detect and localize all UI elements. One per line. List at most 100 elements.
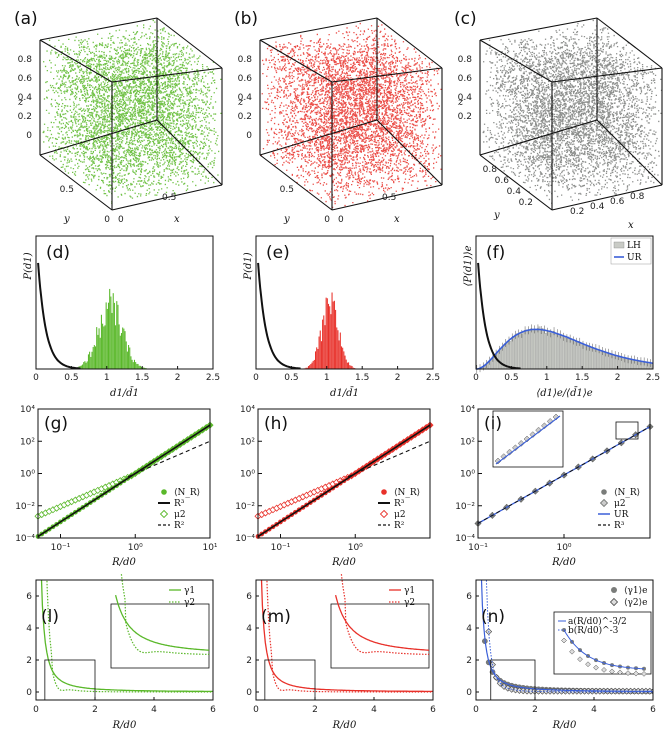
hist-bar-d	[95, 346, 97, 369]
y-tick-g: 10⁻²	[15, 502, 35, 512]
hist-bar-d	[132, 362, 134, 369]
hist-bar-e	[319, 330, 321, 369]
hist-bar-d	[106, 308, 108, 369]
hist-bar-f	[578, 341, 581, 370]
x-tick-h: 10⁻¹	[271, 543, 291, 553]
legend-n: ⟨γ1⟩e ⟨γ2⟩e	[609, 586, 647, 608]
x-axis-label-c: x	[628, 220, 634, 231]
hist-bar-f	[622, 357, 624, 370]
hist-bar-f	[508, 340, 510, 370]
panel-g: 10⁻¹ 10⁰ 10¹10⁴10²10⁰10⁻²10⁻⁴(g)R/d0⟨N_R⟩R…	[15, 405, 218, 568]
hist-bar-f	[557, 333, 560, 370]
hist-bar-f	[543, 329, 546, 370]
decay-curve-f	[477, 262, 521, 370]
y-tick-m: 6	[246, 592, 252, 602]
hist-bar-e	[352, 367, 354, 369]
hist-bar-d	[120, 333, 123, 369]
z-tick-a: 0.6	[18, 74, 33, 84]
cube-edge-b	[259, 119, 378, 156]
y-tick-n: 0	[466, 688, 472, 698]
hist-bar-d	[80, 365, 82, 369]
hist-bar-d	[90, 356, 92, 369]
hist-bar-d	[141, 366, 143, 369]
panel-f: 0 0.5 1 1.5 2 2.5 (f) ⟨d1⟩e/⟨d̄1⟩e ⟨P(d1)⟩e LH UR	[463, 235, 660, 399]
cube-edge-c	[479, 39, 553, 83]
hist-bar-e	[324, 325, 326, 369]
y-tick-n: 2	[466, 656, 472, 666]
hist-bar-f	[532, 329, 534, 370]
hist-bar-e	[307, 366, 309, 369]
x-axis-label-d: d1/d̄1	[110, 387, 139, 399]
hist-bar-d	[85, 362, 87, 369]
hist-bar-e	[335, 309, 337, 369]
hist-bar-f	[553, 330, 555, 370]
legend-f: LH UR	[610, 237, 652, 265]
hist-bar-d	[103, 326, 105, 369]
hist-bar-e	[333, 300, 335, 369]
legend-label-n: ⟨γ2⟩e	[624, 598, 647, 608]
x-axis-label-b: x	[394, 214, 400, 225]
inset-diamonds-i	[494, 413, 560, 465]
legend-label-g: ⟨N_R⟩	[174, 488, 200, 498]
x-tick-l: 4	[151, 705, 157, 715]
cube-edge-c	[551, 67, 663, 83]
curves-m	[260, 580, 433, 693]
y-tick-m: 4	[246, 624, 252, 634]
cube-edge-b	[259, 39, 333, 83]
y-tick-h: 10⁻²	[235, 502, 255, 512]
hist-bar-d	[102, 323, 104, 369]
hist-bar-f	[609, 353, 611, 370]
hist-bar-f	[546, 331, 549, 370]
hist-bar-d	[84, 361, 86, 369]
cube-edge-a	[156, 119, 223, 186]
hist-bar-d	[105, 302, 107, 369]
y-tick-m: 2	[246, 656, 252, 666]
line-r3-h	[257, 424, 431, 538]
legend-label-h: R²	[394, 521, 405, 531]
panel-label-m: (m)	[261, 607, 291, 627]
hist-bar-f	[541, 328, 544, 370]
y-tick-n: 6	[466, 592, 472, 602]
hist-bar-d	[144, 367, 146, 369]
hist-bar-f	[644, 361, 647, 370]
z-tick-a: 0.2	[18, 112, 32, 122]
hist-bar-f	[615, 355, 618, 370]
x-tick-e: 2	[395, 373, 401, 383]
hist-bar-d	[99, 337, 101, 369]
hist-bar-f	[569, 338, 571, 370]
z-axis-label-b: z	[237, 97, 244, 108]
line-r2-g	[127, 440, 211, 478]
hist-bar-e	[323, 315, 325, 369]
markers-n	[482, 628, 653, 695]
hist-bar-f	[509, 341, 512, 370]
hist-bar-f	[524, 330, 526, 370]
z-tick-b: 0	[246, 131, 252, 141]
hist-bar-f	[638, 360, 640, 370]
hist-bar-e	[326, 298, 328, 369]
x-tick-f: 2	[615, 373, 621, 383]
inset-marker-n	[593, 664, 599, 671]
hist-bar-f	[528, 329, 531, 370]
axes-frame-n	[475, 579, 654, 701]
cube-edge-b	[259, 154, 333, 211]
y-tick-i: 10⁰	[460, 470, 475, 480]
hist-bar-f	[511, 337, 513, 370]
hist-bar-f	[593, 347, 595, 370]
hist-bar-f	[533, 329, 536, 370]
x-tick-m: 2	[312, 705, 318, 715]
panel-label-l: (l)	[41, 607, 59, 627]
y-tick-l: 6	[26, 592, 32, 602]
axes-frame-f	[475, 235, 654, 370]
hist-bar-e	[313, 359, 315, 369]
hist-bar-f	[580, 342, 583, 370]
axes-frame-e	[255, 235, 434, 370]
x-tick-e: 2.5	[426, 373, 440, 383]
hist-bar-d	[104, 325, 106, 369]
legend-swatch-h	[379, 509, 389, 519]
legend-label-l: γ1	[184, 586, 195, 596]
z-tick-a: 0	[26, 131, 32, 141]
y-tick-l: 2	[26, 656, 32, 666]
